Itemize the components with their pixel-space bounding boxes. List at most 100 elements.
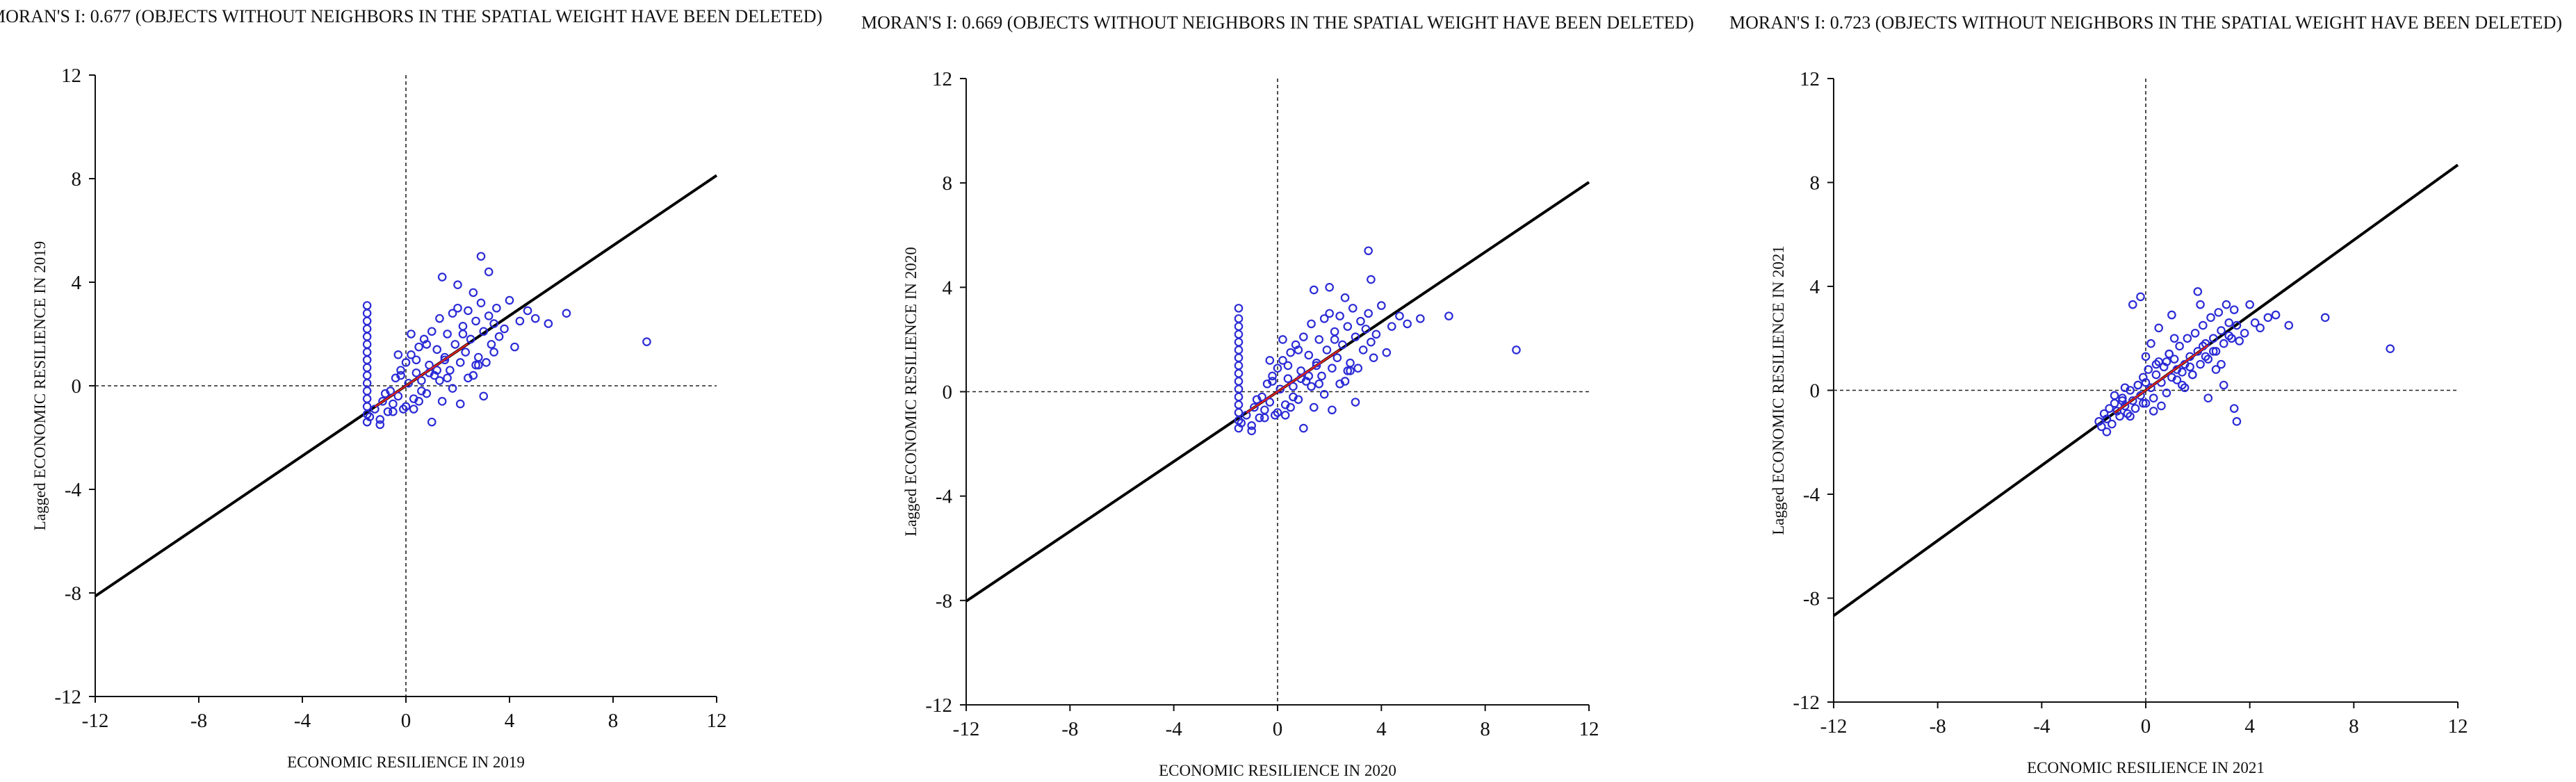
scatter-point bbox=[2183, 334, 2192, 343]
x-tick-label: 8 bbox=[2349, 715, 2359, 738]
scatter-point bbox=[2175, 341, 2184, 351]
scatter-point bbox=[1273, 364, 1282, 373]
x-tick-label: 0 bbox=[401, 710, 411, 732]
y-tick-label: 12 bbox=[932, 68, 952, 90]
scatter-point bbox=[471, 316, 480, 326]
scatter-point bbox=[479, 327, 489, 336]
scatter-point bbox=[1343, 322, 1353, 331]
scatter-point bbox=[1250, 402, 1259, 412]
x-tick-label: 12 bbox=[707, 710, 727, 732]
scatter-point bbox=[1252, 395, 1262, 405]
scatter-point bbox=[2193, 347, 2203, 356]
scatter-point bbox=[1403, 319, 1412, 329]
scatter-point bbox=[411, 355, 421, 365]
scatter-point bbox=[2245, 300, 2254, 309]
scatter-point bbox=[1280, 410, 1290, 420]
scatter-point bbox=[482, 358, 491, 367]
scatter-point bbox=[515, 316, 525, 326]
scatter-point bbox=[2250, 318, 2260, 327]
x-tick-label: -8 bbox=[1930, 715, 1946, 738]
scatter-point bbox=[1314, 379, 1324, 389]
scatter-point bbox=[393, 350, 403, 359]
scatter-point bbox=[1367, 275, 1376, 284]
scatter-point bbox=[492, 303, 501, 313]
scatter-point bbox=[437, 272, 447, 282]
scatter-point bbox=[489, 319, 498, 328]
scatter-point bbox=[2136, 292, 2145, 302]
scatter-point bbox=[1289, 392, 1298, 402]
scatter-point bbox=[2224, 331, 2234, 341]
scatter-point bbox=[2120, 383, 2130, 393]
scatter-point bbox=[2201, 352, 2210, 361]
scatter-point bbox=[2105, 404, 2114, 413]
scatter-point bbox=[2386, 344, 2395, 353]
y-tick-label: 8 bbox=[1810, 172, 1820, 195]
scatter-point bbox=[458, 329, 468, 339]
scatter-point bbox=[1364, 246, 1373, 256]
scatter-point bbox=[2217, 359, 2226, 369]
scatter-point bbox=[1260, 413, 1269, 423]
scatter-point bbox=[1255, 413, 1264, 423]
scatter-point bbox=[1304, 350, 1314, 360]
scatter-point bbox=[2185, 362, 2194, 372]
y-tick-label: 4 bbox=[943, 277, 953, 299]
y-tick-label: -8 bbox=[936, 590, 952, 612]
scatter-point bbox=[1332, 353, 1342, 362]
scatter-point bbox=[2157, 401, 2166, 411]
scatter-point bbox=[453, 303, 462, 313]
scatter-point bbox=[1335, 311, 1344, 320]
scatter-point bbox=[1234, 314, 1244, 323]
scatter-point bbox=[2138, 398, 2148, 408]
scatter-point bbox=[1278, 356, 1287, 365]
scatter-point bbox=[1265, 398, 1275, 407]
y-tick-label: 8 bbox=[72, 168, 82, 190]
scatter-point bbox=[2126, 412, 2135, 421]
scatter-point bbox=[2232, 417, 2242, 426]
chart-title: MORAN'S I: 0.677 (OBJECTS WITHOUT NEIGHB… bbox=[0, 6, 822, 26]
y-tick-label: -8 bbox=[65, 583, 81, 605]
scatter-point bbox=[455, 358, 465, 367]
scatter-point bbox=[2271, 310, 2281, 320]
scatter-point bbox=[2178, 368, 2187, 377]
scatter-point bbox=[1512, 345, 1521, 355]
scatter-point bbox=[1241, 410, 1251, 420]
scatter-point bbox=[476, 252, 486, 261]
scatter-point bbox=[1387, 322, 1396, 331]
scatter-point bbox=[2214, 308, 2224, 317]
scatter-point bbox=[530, 313, 540, 323]
scatter-point bbox=[427, 327, 437, 336]
scatter-point bbox=[1325, 309, 1334, 318]
scatter-point bbox=[1273, 408, 1282, 417]
scatter-point bbox=[1364, 309, 1373, 318]
scatter-point bbox=[2235, 336, 2244, 345]
scatter-point bbox=[448, 384, 457, 393]
y-tick-label: 0 bbox=[72, 375, 82, 398]
scatter-point bbox=[453, 280, 462, 290]
scatter-point bbox=[1278, 335, 1287, 344]
x-tick-label: 4 bbox=[505, 710, 515, 732]
scatter-point bbox=[401, 358, 411, 367]
scatter-point bbox=[1328, 364, 1337, 373]
scatter-point bbox=[2190, 328, 2200, 338]
x-axis-label: ECONOMIC RESILIENCE IN 2020 bbox=[1159, 762, 1396, 779]
scatter-point bbox=[2141, 398, 2151, 408]
scatter-point bbox=[1268, 377, 1277, 386]
scatter-point bbox=[404, 378, 414, 388]
scatter-point bbox=[1275, 384, 1285, 394]
scatter-point bbox=[2102, 427, 2112, 437]
scatter-point bbox=[2167, 310, 2176, 320]
scatter-point bbox=[1377, 301, 1386, 310]
scatter-point bbox=[1338, 340, 1347, 350]
y-tick-label: -4 bbox=[1803, 484, 1820, 506]
scatter-point bbox=[414, 397, 423, 406]
local-fit-line bbox=[374, 343, 469, 408]
scatter-point bbox=[417, 386, 426, 396]
scatter-point bbox=[1237, 418, 1246, 427]
scatter-point bbox=[505, 295, 514, 305]
scatter-point bbox=[362, 301, 372, 310]
scatter-point bbox=[2169, 334, 2179, 343]
scatter-point bbox=[2229, 404, 2239, 413]
scatter-point bbox=[450, 340, 460, 349]
y-tick-label: 8 bbox=[943, 172, 953, 195]
scatter-point bbox=[2151, 359, 2161, 369]
